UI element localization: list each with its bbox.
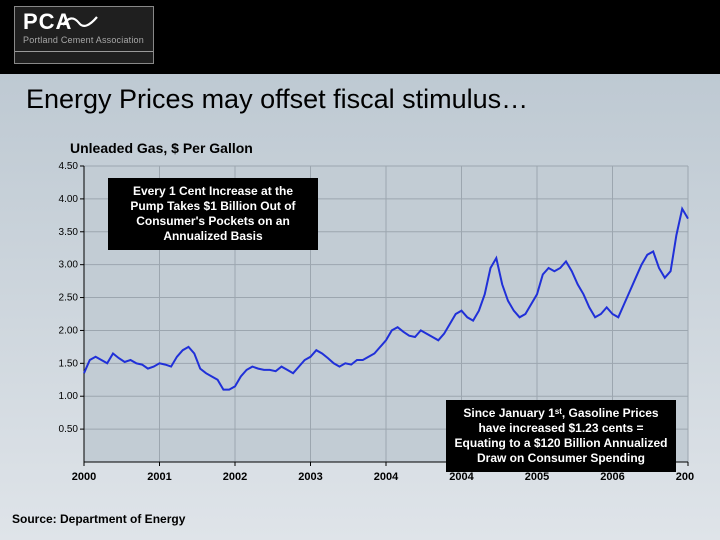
svg-text:2004: 2004 bbox=[449, 471, 474, 483]
chart-subtitle: Unleaded Gas, $ Per Gallon bbox=[70, 140, 253, 156]
callout-box-2: Since January 1ˢᵗ, Gasoline Prices have … bbox=[446, 400, 676, 472]
source-text: Source: Department of Energy bbox=[12, 512, 185, 526]
svg-text:3.00: 3.00 bbox=[59, 260, 79, 271]
svg-text:2002: 2002 bbox=[223, 471, 247, 483]
callout-box-1: Every 1 Cent Increase at the Pump Takes … bbox=[108, 178, 318, 250]
svg-text:4.50: 4.50 bbox=[59, 162, 79, 172]
slide: PCA Portland Cement Association Energy P… bbox=[0, 0, 720, 540]
svg-text:3.50: 3.50 bbox=[59, 227, 79, 238]
svg-text:2003: 2003 bbox=[298, 471, 322, 483]
logo: PCA Portland Cement Association bbox=[14, 6, 154, 64]
svg-text:2005: 2005 bbox=[525, 471, 549, 483]
page-title: Energy Prices may offset fiscal stimulus… bbox=[26, 84, 528, 115]
svg-text:2000: 2000 bbox=[72, 471, 96, 483]
logo-wave-icon bbox=[61, 11, 101, 29]
svg-text:2.00: 2.00 bbox=[59, 325, 79, 336]
logo-subtext: Portland Cement Association bbox=[23, 35, 145, 45]
svg-text:2.50: 2.50 bbox=[59, 293, 79, 304]
svg-text:2006: 2006 bbox=[600, 471, 624, 483]
header-bar: PCA Portland Cement Association bbox=[0, 0, 720, 74]
svg-text:4.00: 4.00 bbox=[59, 194, 79, 205]
svg-text:2004: 2004 bbox=[374, 471, 399, 483]
svg-text:2001: 2001 bbox=[147, 471, 171, 483]
svg-text:0.50: 0.50 bbox=[59, 424, 79, 435]
logo-rule bbox=[15, 51, 153, 52]
svg-text:1.00: 1.00 bbox=[59, 391, 79, 402]
svg-text:2007: 2007 bbox=[676, 471, 694, 483]
svg-text:1.50: 1.50 bbox=[59, 358, 79, 369]
